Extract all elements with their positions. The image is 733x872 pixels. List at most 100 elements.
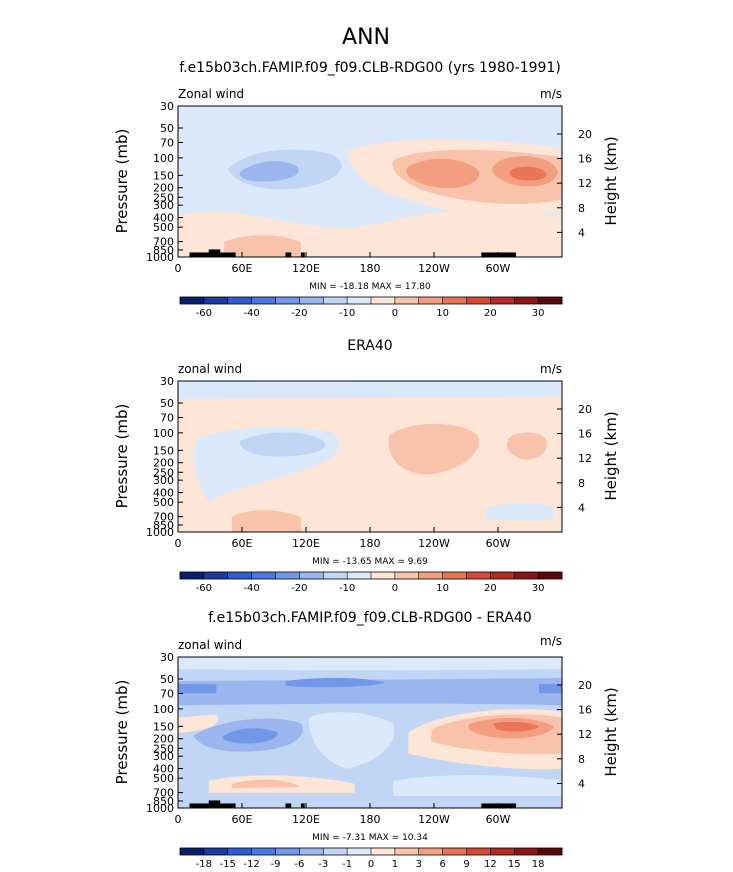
y-tick-label: 50	[160, 122, 174, 135]
colorbar-swatch	[180, 572, 205, 579]
colorbar-label: 18	[532, 859, 545, 870]
jet-core-east	[406, 158, 480, 189]
colorbar-swatch	[203, 572, 229, 579]
colorbar-label: -1	[342, 859, 352, 870]
y-tick-label: 250	[153, 191, 174, 204]
colorbar-swatch	[514, 848, 539, 855]
colorbar-swatch	[490, 297, 515, 304]
jet-max	[492, 721, 539, 732]
y-axis-label: Pressure (mb)	[113, 404, 131, 509]
colorbar-swatch	[275, 297, 300, 304]
strat-core-west	[538, 684, 562, 694]
x-tick-label: 0	[175, 262, 182, 275]
strat-core-east	[178, 684, 217, 694]
y-tick-label: 700	[153, 236, 174, 249]
y-tick-label: 500	[153, 496, 174, 509]
y-tick-label: 100	[153, 703, 174, 716]
y-right-tick-label: 16	[578, 428, 592, 441]
y-tick-label: 850	[153, 519, 174, 532]
y-tick-label: 30	[160, 651, 174, 664]
middle-light	[308, 712, 395, 769]
x-tick-label: 120W	[418, 537, 450, 550]
y-tick-label: 250	[153, 466, 174, 479]
y-tick-label: 400	[153, 763, 174, 776]
y-tick-label: 30	[160, 100, 174, 113]
colorbar-swatch	[514, 572, 539, 579]
x-tick-label: 0	[175, 537, 182, 550]
x-tick-label: 60E	[232, 262, 253, 275]
y-tick-label: 700	[153, 511, 174, 524]
colorbar-label: -40	[243, 583, 259, 594]
y-right-tick-label: 20	[578, 679, 592, 692]
colorbar-swatch	[275, 848, 300, 855]
topography	[208, 800, 221, 808]
y-tick-label: 400	[153, 487, 174, 500]
colorbar-label: -40	[243, 308, 259, 319]
y-tick-label: 500	[153, 221, 174, 234]
colorbar: -60 -40 -20 -10 0 10 20 30	[179, 571, 563, 594]
colorbar-label: -12	[243, 859, 259, 870]
colorbar-swatch	[538, 848, 563, 855]
variable-label: Zonal wind	[178, 87, 244, 101]
y-right-tick-label: 16	[578, 153, 592, 166]
y-tick-label: 70	[160, 136, 174, 149]
topography	[300, 252, 305, 257]
colorbar-swatch	[538, 572, 563, 579]
colorbar-swatch	[347, 572, 372, 579]
colorbar-label: 0	[392, 583, 398, 594]
topography	[481, 252, 516, 257]
y-right-tick-label: 20	[578, 403, 592, 416]
y-tick-label: 50	[160, 673, 174, 686]
y-tick-label: 300	[153, 474, 174, 487]
y-right-tick-label: 4	[578, 501, 585, 514]
tropical-core	[222, 728, 278, 744]
y-tick-label: 200	[153, 457, 174, 470]
colorbar-label: 6	[439, 859, 445, 870]
units-label: m/s	[540, 634, 562, 648]
colorbar-swatch	[394, 848, 420, 855]
colorbar-label: 10	[436, 583, 449, 594]
colorbar-swatch	[347, 297, 372, 304]
y-axis-label: Pressure (mb)	[113, 129, 131, 234]
x-tick-label: 60W	[486, 262, 511, 275]
colorbar-label: 3	[416, 859, 422, 870]
panel-difference: f.e15b03ch.FAMIP.f09_f09.CLB-RDG00 - ERA…	[113, 610, 620, 870]
top-band	[178, 657, 562, 671]
y-tick-label: 150	[153, 169, 174, 182]
colorbar-label: -15	[220, 859, 236, 870]
y-axis-label-right: Height (km)	[602, 687, 620, 776]
variable-label: zonal wind	[178, 362, 242, 376]
colorbar-label: 12	[484, 859, 497, 870]
colorbar-label: 20	[484, 583, 497, 594]
colorbar-swatch	[275, 572, 300, 579]
x-tick-label: 180	[360, 537, 381, 550]
lower-warm	[224, 235, 301, 257]
y-tick-label: 500	[153, 772, 174, 785]
colorbar-swatch	[323, 572, 348, 579]
colorbar: -18 -15 -12 -9 -6 -3 -1 0 1 3 6 9 12 15 18	[179, 847, 563, 870]
y-tick-label: 850	[153, 244, 174, 257]
colorbar-swatch	[490, 572, 515, 579]
y-tick-label: 400	[153, 212, 174, 225]
topography	[285, 803, 292, 808]
y-right-tick-label: 16	[578, 704, 592, 717]
colorbar-swatch	[442, 572, 467, 579]
colorbar-swatch	[323, 297, 348, 304]
x-tick-label: 120W	[418, 813, 450, 826]
surface-light	[393, 775, 562, 796]
strat-core	[285, 677, 386, 688]
plot-area	[178, 657, 562, 808]
colorbar-swatch	[371, 297, 396, 304]
units-label: m/s	[540, 87, 562, 101]
y-tick-label: 300	[153, 199, 174, 212]
colorbar-label: 1	[392, 859, 398, 870]
topography	[300, 803, 305, 808]
panel-reanalysis: ERA40 zonal wind m/s 3050701001502002503…	[113, 338, 620, 594]
colorbar-swatch	[299, 572, 324, 579]
y-tick-label: 100	[153, 427, 174, 440]
west-positive	[178, 714, 219, 733]
colorbar-swatch	[490, 848, 515, 855]
minmax-text: MIN = -7.31 MAX = 10.34	[312, 833, 428, 843]
